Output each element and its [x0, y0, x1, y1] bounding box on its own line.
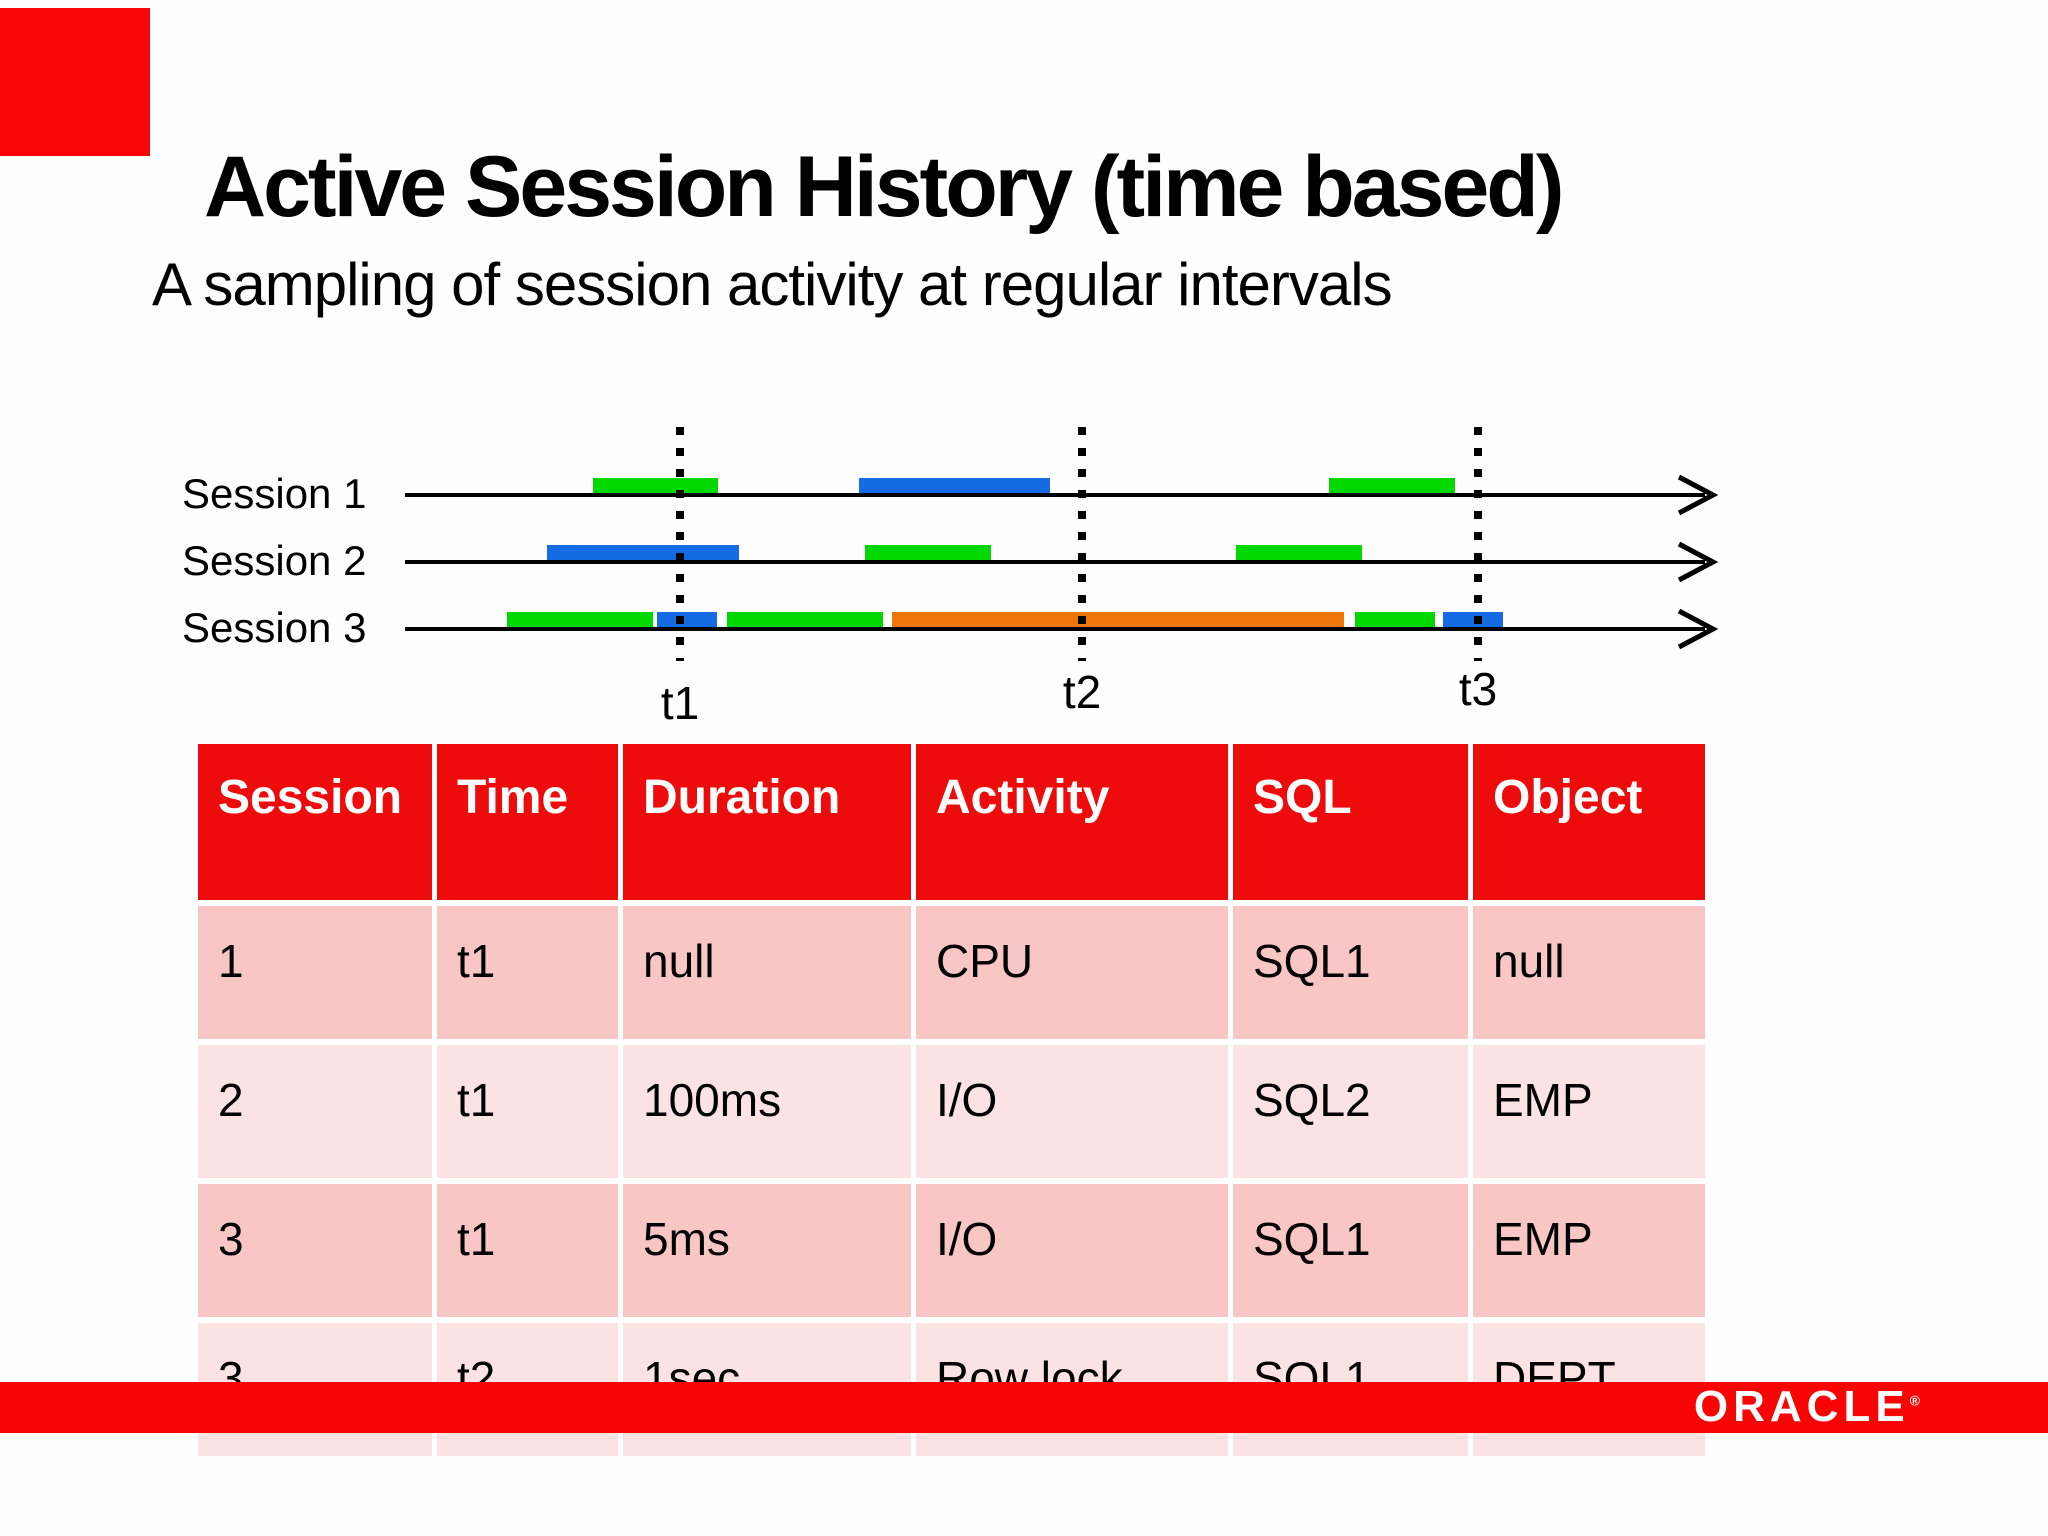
column-header-activity: Activity — [916, 744, 1228, 900]
activity-bar-green — [727, 612, 883, 627]
activity-bar-green — [1355, 612, 1435, 627]
activity-bar-blue — [859, 478, 1050, 493]
column-header-duration: Duration — [623, 744, 911, 900]
table-cell: I/O — [916, 1045, 1228, 1178]
table-cell: I/O — [916, 1184, 1228, 1317]
time-marker-label-t1: t1 — [660, 677, 700, 729]
session-label-1: Session 1 — [182, 470, 367, 517]
column-header-session: Session — [198, 744, 432, 900]
table-cell: SQL1 — [1233, 1184, 1468, 1317]
table-cell: t1 — [437, 1184, 618, 1317]
activity-bar-green — [1236, 545, 1362, 560]
table-cell: 5ms — [623, 1184, 911, 1317]
table-row: 1 t1 null CPU SQL1 null — [198, 906, 1705, 1039]
table-cell: SQL2 — [1233, 1045, 1468, 1178]
activity-bar-orange — [892, 612, 1344, 627]
oracle-logo-text: ORACLE — [1693, 1382, 1910, 1431]
session-label-2: Session 2 — [182, 537, 367, 584]
axis-arrowhead — [1677, 608, 1719, 650]
activity-bar-green — [507, 612, 653, 627]
table-row: 3 t1 5ms I/O SQL1 EMP — [198, 1184, 1705, 1317]
table-cell: 3 — [198, 1184, 432, 1317]
axis-arrowhead — [1677, 541, 1719, 583]
table-cell: null — [623, 906, 911, 1039]
activity-bar-blue — [657, 612, 717, 627]
activity-bar-green — [593, 478, 718, 493]
table-cell: SQL1 — [1233, 906, 1468, 1039]
table-cell: null — [1473, 906, 1705, 1039]
slide-subtitle: A sampling of session activity at regula… — [152, 251, 1393, 318]
table-row: 2 t1 100ms I/O SQL2 EMP — [198, 1045, 1705, 1178]
table-cell: EMP — [1473, 1045, 1705, 1178]
activity-bar-blue — [547, 545, 739, 560]
column-header-object: Object — [1473, 744, 1705, 900]
table-cell: 1 — [198, 906, 432, 1039]
column-header-sql: SQL — [1233, 744, 1468, 900]
brand-red-square — [0, 8, 150, 156]
time-marker-label-t3: t3 — [1458, 663, 1498, 715]
activity-bar-green — [1329, 478, 1455, 493]
session-label-3: Session 3 — [182, 604, 367, 651]
table-header-row: Session Time Duration Activity SQL Object — [198, 744, 1705, 900]
table-cell: 2 — [198, 1045, 432, 1178]
time-marker-label-t2: t2 — [1062, 666, 1102, 718]
activity-bar-green — [865, 545, 991, 560]
axis-arrowhead — [1677, 474, 1719, 516]
table-cell: EMP — [1473, 1184, 1705, 1317]
table-cell: CPU — [916, 906, 1228, 1039]
slide-title: Active Session History (time based) — [204, 138, 1564, 235]
table-cell: t1 — [437, 906, 618, 1039]
table-cell: 100ms — [623, 1045, 911, 1178]
activity-bar-blue — [1443, 612, 1503, 627]
footer-bar — [0, 1382, 2048, 1433]
table-cell: t1 — [437, 1045, 618, 1178]
oracle-logo: ORACLE® — [1694, 1385, 1920, 1429]
column-header-time: Time — [437, 744, 618, 900]
table-row: 3 t2 1sec Row lock SQL1 DEPT — [198, 1323, 1705, 1456]
ash-sample-table: Session Time Duration Activity SQL Object 1 t1… — [193, 738, 1710, 1462]
registered-mark: ® — [1909, 1392, 1920, 1409]
